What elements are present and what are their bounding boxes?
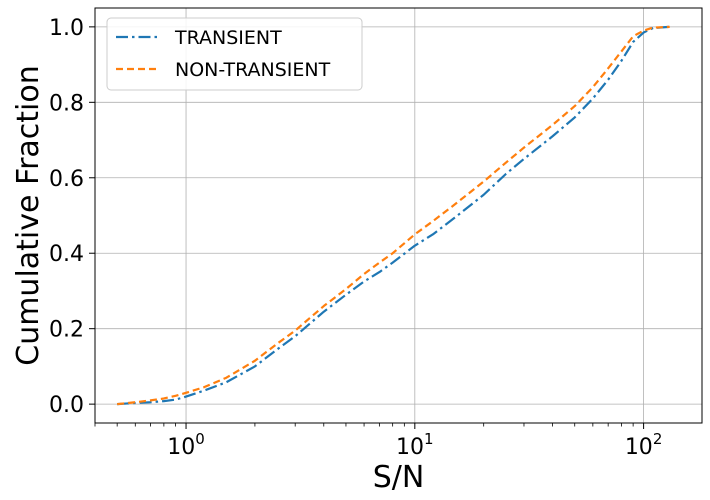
legend-box bbox=[106, 17, 363, 91]
y-tick-label: 0.4 bbox=[49, 242, 84, 267]
y-tick-label: 1.0 bbox=[49, 16, 84, 41]
y-tick-label: 0.2 bbox=[49, 318, 84, 343]
legend: TRANSIENT NON-TRANSIENT bbox=[106, 17, 363, 91]
y-tick-label: 0.6 bbox=[49, 167, 84, 192]
x-tick-exponent: 1 bbox=[424, 430, 434, 448]
x-tick-base: 10 bbox=[625, 435, 653, 460]
y-axis-label: Cumulative Fraction bbox=[11, 65, 46, 366]
x-tick-exponent: 2 bbox=[653, 430, 663, 448]
x-tick-exponent: 0 bbox=[195, 430, 205, 448]
x-axis: 100 101 102 bbox=[94, 423, 663, 460]
y-axis: 0.0 0.2 0.4 0.6 0.8 1.0 bbox=[49, 16, 95, 418]
x-axis-label: S/N bbox=[373, 460, 425, 495]
x-tick-base: 10 bbox=[396, 435, 424, 460]
x-tick-base: 10 bbox=[167, 435, 195, 460]
y-tick-label: 0.0 bbox=[49, 393, 84, 418]
legend-label: NON-TRANSIENT bbox=[175, 59, 331, 81]
y-tick-label: 0.8 bbox=[49, 91, 84, 116]
legend-label: TRANSIENT bbox=[174, 27, 282, 49]
plot-frame bbox=[94, 7, 703, 424]
x-tick-label: 100 bbox=[167, 430, 205, 460]
x-tick-label: 102 bbox=[625, 430, 663, 460]
series-layer bbox=[117, 25, 670, 406]
series-line-transient bbox=[117, 25, 670, 406]
series-line-non-transient bbox=[117, 25, 670, 406]
grid bbox=[95, 8, 702, 423]
x-tick-label: 101 bbox=[396, 430, 434, 460]
